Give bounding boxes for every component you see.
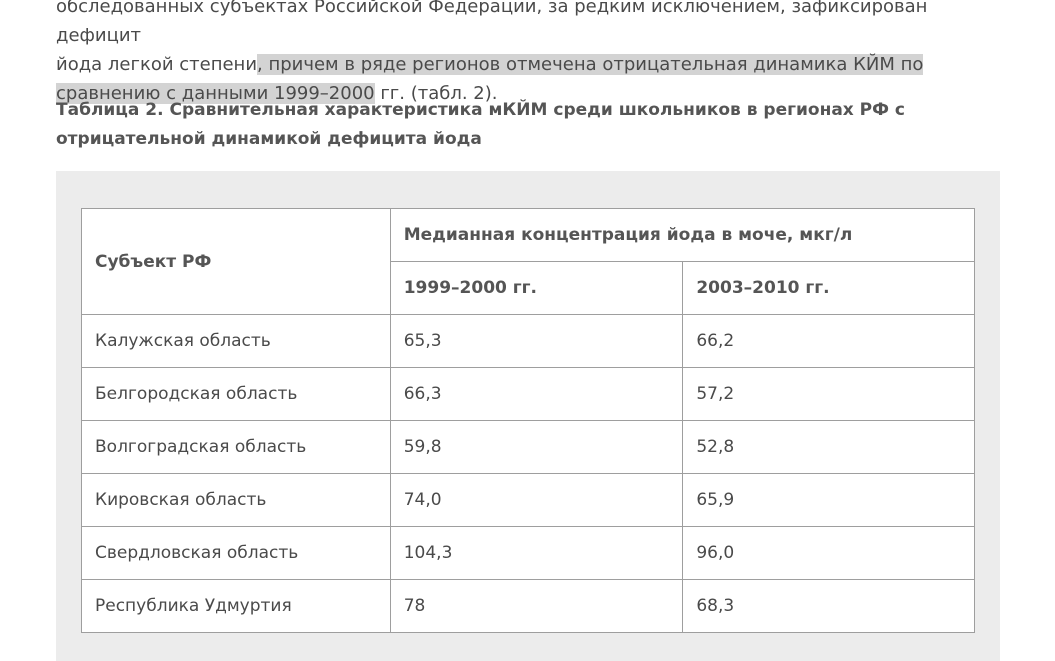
cell-region: Белгородская область xyxy=(81,367,391,421)
cell-period2: 96,0 xyxy=(682,526,975,580)
cell-period2: 65,9 xyxy=(682,473,975,527)
cell-period1: 104,3 xyxy=(389,526,684,580)
data-table: Субъект РФ Медианная концентрация йода в… xyxy=(81,208,976,633)
cell-region: Волгоградская область xyxy=(81,420,391,474)
cell-region: Республика Удмуртия xyxy=(81,579,391,633)
cell-period2: 66,2 xyxy=(682,314,975,368)
table-row: Белгородская область 66,3 57,2 xyxy=(81,367,975,421)
column-header-period1: 1999–2000 гг. xyxy=(389,261,684,315)
table-row: Волгоградская область 59,8 52,8 xyxy=(81,420,975,474)
column-header-group: Медианная концентрация йода в моче, мкг/… xyxy=(389,208,976,262)
cell-period1: 66,3 xyxy=(389,367,684,421)
column-header-period2: 2003–2010 гг. xyxy=(682,261,975,315)
cell-period2: 52,8 xyxy=(682,420,975,474)
table-row: Калужская область 65,3 66,2 xyxy=(81,314,975,368)
selected-text-line-3[interactable]: сравнению с данными 1999–2000 xyxy=(56,83,375,104)
cell-period1: 65,3 xyxy=(389,314,684,368)
selected-text-line-2[interactable]: , причем в ряде регионов отмечена отрица… xyxy=(257,54,924,75)
article-paragraph: обследованных субъектах Российской Федер… xyxy=(56,0,1016,108)
cell-period1: 74,0 xyxy=(389,473,684,527)
cell-region: Калужская область xyxy=(81,314,391,368)
article-line-2: йода легкой степени xyxy=(56,54,258,75)
cell-period2: 57,2 xyxy=(682,367,975,421)
table-row: Свердловская область 104,3 96,0 xyxy=(81,526,975,580)
table-caption: Таблица 2. Сравнительная характеристика … xyxy=(56,100,905,149)
table-row: Кировская область 74,0 65,9 xyxy=(81,473,975,527)
table-subheader-row: 1999–2000 гг. 2003–2010 гг. xyxy=(82,261,975,315)
table-row: Республика Удмуртия 78 68,3 xyxy=(81,579,975,633)
article-line-1: обследованных субъектах Российской Федер… xyxy=(56,0,928,46)
article-line-3-tail: гг. (табл. 2). xyxy=(374,83,498,104)
table-panel: Субъект РФ Медианная концентрация йода в… xyxy=(56,171,1000,661)
cell-region: Кировская область xyxy=(81,473,391,527)
column-header-region: Субъект РФ xyxy=(81,208,391,315)
cell-period1: 59,8 xyxy=(389,420,684,474)
cell-period1: 78 xyxy=(389,579,684,633)
table-header-row: Субъект РФ Медианная концентрация йода в… xyxy=(81,208,976,315)
cell-region: Свердловская область xyxy=(81,526,391,580)
cell-period2: 68,3 xyxy=(682,579,975,633)
